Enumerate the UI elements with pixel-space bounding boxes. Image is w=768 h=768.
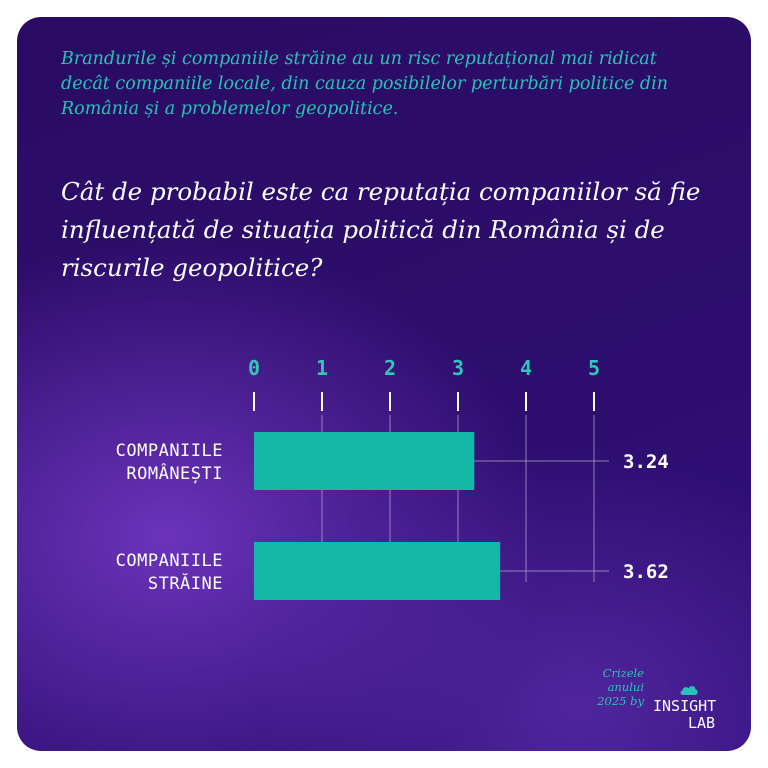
tick-label-5: 5 (588, 356, 600, 380)
bar-2 (254, 542, 501, 600)
category-label-2-line-2: STRĂINE (148, 572, 223, 594)
footer-line-1: Crizele (602, 666, 644, 680)
footer-line-3: 2025 by (597, 694, 644, 708)
value-label-2: 3.62 (623, 561, 669, 583)
logo-text-line-2: LAB (688, 714, 716, 732)
footer-line-2: anului (607, 680, 644, 694)
bar-1 (254, 432, 475, 490)
tick-label-0: 0 (248, 356, 260, 380)
chart-labels: COMPANIILEROMÂNEȘTICOMPANIILESTRĂINE3.24… (116, 441, 669, 594)
survey-question: Cât de probabil este ca reputația compan… (61, 177, 701, 282)
category-label-1-line-2: ROMÂNEȘTI (126, 462, 223, 484)
category-label-1-line-1: COMPANIILE (116, 441, 223, 461)
tick-label-3: 3 (452, 356, 464, 380)
footer-caption: Crizele anului 2025 by (597, 666, 644, 708)
intro-text: Brandurile și companiile străine au un r… (61, 49, 668, 119)
infographic-card: Brandurile și companiile străine au un r… (17, 17, 751, 751)
chart-bars (254, 432, 501, 600)
cloud-icon (680, 686, 698, 695)
tick-label-1: 1 (316, 356, 328, 380)
insight-lab-logo: INSIGHT LAB (653, 684, 737, 734)
x-axis-ticks: 0 1 2 3 4 5 (248, 356, 600, 411)
value-label-1: 3.24 (623, 451, 669, 473)
logo-text-line-1: INSIGHT (653, 697, 717, 715)
tick-label-2: 2 (384, 356, 396, 380)
tick-label-4: 4 (520, 356, 532, 380)
category-label-2-line-1: COMPANIILE (116, 551, 223, 571)
